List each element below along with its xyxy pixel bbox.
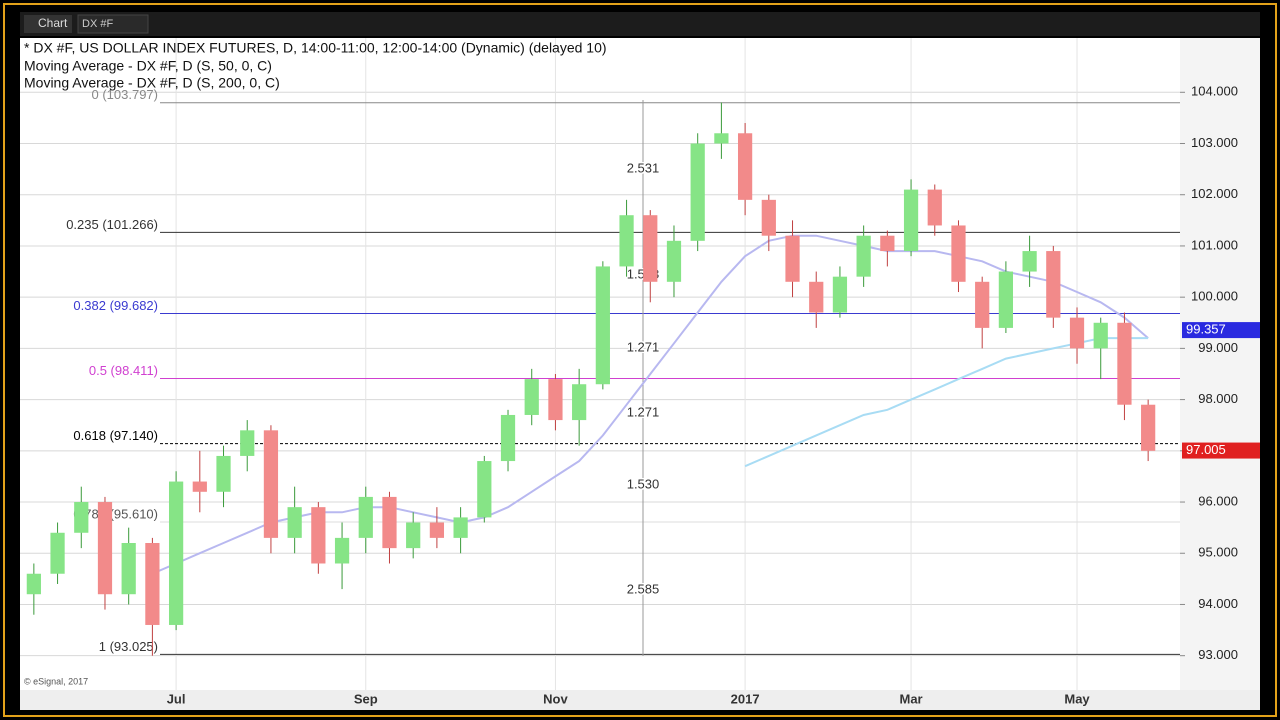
candle-body — [1117, 322, 1132, 405]
candle-body — [500, 414, 516, 462]
price-flag-label: 99.357 — [1186, 322, 1226, 337]
y-tick-label: 104.000 — [1191, 84, 1238, 99]
candle-body — [453, 517, 468, 538]
candle-body — [951, 225, 966, 282]
y-tick-label: 94.000 — [1198, 596, 1238, 611]
candle-body — [406, 522, 421, 549]
fib-label: 0.235 (101.266) — [66, 217, 158, 232]
chart-tab[interactable] — [24, 15, 72, 33]
y-tick-label: 98.000 — [1198, 391, 1238, 406]
y-tick-label: 102.000 — [1191, 186, 1238, 201]
candle-body — [690, 143, 705, 241]
candle-body — [334, 537, 350, 564]
fib-annotation: 1.271 — [627, 404, 660, 419]
footer: © eSignal, 2017 — [24, 676, 88, 686]
symbol-box[interactable] — [77, 14, 149, 34]
candle-body — [903, 189, 919, 252]
candle-body — [311, 507, 326, 564]
fib-annotation: 2.585 — [627, 581, 660, 596]
candle-body — [927, 189, 942, 226]
frame — [3, 3, 1277, 717]
candle-body — [856, 235, 871, 277]
x-tick-label: May — [1064, 691, 1090, 706]
candle-body — [666, 240, 682, 282]
x-tick-label: Nov — [543, 691, 568, 706]
y-tick-label: 103.000 — [1191, 135, 1238, 150]
candle-body — [785, 235, 800, 282]
candle-body — [761, 199, 776, 236]
candle-body — [1046, 251, 1061, 318]
candle-body — [287, 507, 302, 538]
candle-body — [737, 133, 753, 200]
candle-body — [477, 461, 492, 518]
symbol[interactable]: DX #F — [82, 18, 113, 30]
candle-body — [50, 532, 65, 574]
candle-body — [643, 215, 658, 282]
fib-label: 0.786 (95.610) — [73, 506, 158, 521]
candle-body — [358, 496, 373, 538]
candle-body — [524, 379, 539, 415]
y-tick-label: 95.000 — [1198, 545, 1238, 560]
price-flag — [1182, 322, 1260, 339]
candle-body — [1022, 251, 1037, 272]
candle-body — [809, 281, 824, 313]
candle-body — [168, 481, 184, 625]
candle-body — [74, 502, 89, 533]
fib-label: 0.5 (98.411) — [89, 363, 158, 378]
candle-body — [1141, 404, 1156, 451]
price-axis — [1180, 38, 1260, 690]
candle-body — [429, 522, 445, 538]
candle-body — [548, 379, 563, 421]
y-tick-label: 100.000 — [1191, 289, 1238, 304]
candle-body — [192, 481, 207, 492]
fib-annotation: 2.531 — [627, 160, 660, 175]
x-tick-label: Sep — [354, 691, 378, 706]
ma-legend: Moving Average - DX #F, D (S, 50, 0, C) — [24, 58, 272, 74]
y-tick-label: 101.000 — [1191, 237, 1238, 252]
candle-body — [216, 455, 231, 492]
candle-body — [1069, 317, 1085, 349]
y-tick-label: 93.000 — [1198, 647, 1238, 662]
chart-title: * DX #F, US DOLLAR INDEX FUTURES, D, 14:… — [24, 40, 607, 56]
candle-body — [595, 266, 610, 385]
candle-body — [263, 430, 279, 538]
candle-body — [26, 573, 41, 595]
candle-body — [382, 496, 397, 549]
time-axis — [20, 690, 1260, 710]
y-tick-label: 99.000 — [1198, 340, 1238, 355]
candle-body — [121, 543, 136, 595]
fib-annotation: 1.271 — [627, 339, 660, 354]
price-flag-label: 97.005 — [1186, 442, 1226, 457]
plot: 0 (103.797) 0.235 (101.266) 0.382 (99.682)… — [20, 38, 1180, 690]
candle-body — [832, 276, 848, 313]
candle-body — [1093, 322, 1108, 349]
y-tick-label: 96.000 — [1198, 493, 1238, 508]
fib-label: 0.618 (97.140) — [73, 428, 158, 443]
chart-tab-label[interactable]: Chart — [38, 16, 68, 30]
ma-legend: Moving Average - DX #F, D (S, 200, 0, C) — [24, 75, 280, 91]
candle-body — [240, 430, 255, 456]
x-tick-label: Jul — [167, 691, 186, 706]
candle-body — [572, 384, 587, 421]
candle-body — [998, 271, 1014, 328]
fib-label: 0 (103.797) — [92, 87, 159, 102]
fib-label: 0.382 (99.682) — [73, 298, 158, 313]
candle-body — [97, 502, 113, 595]
fib-label: 1 (93.025) — [99, 639, 158, 654]
candle-body — [975, 281, 990, 328]
candle-body — [714, 133, 729, 144]
candle-body — [145, 543, 160, 625]
x-tick-label: Mar — [900, 691, 923, 706]
candle-body — [619, 215, 634, 267]
toolbar — [20, 12, 1260, 36]
x-tick-label: 2017 — [731, 691, 760, 706]
candle-body — [880, 235, 895, 252]
price-flag — [1182, 442, 1260, 459]
fib-annotation: 1.530 — [627, 476, 660, 491]
